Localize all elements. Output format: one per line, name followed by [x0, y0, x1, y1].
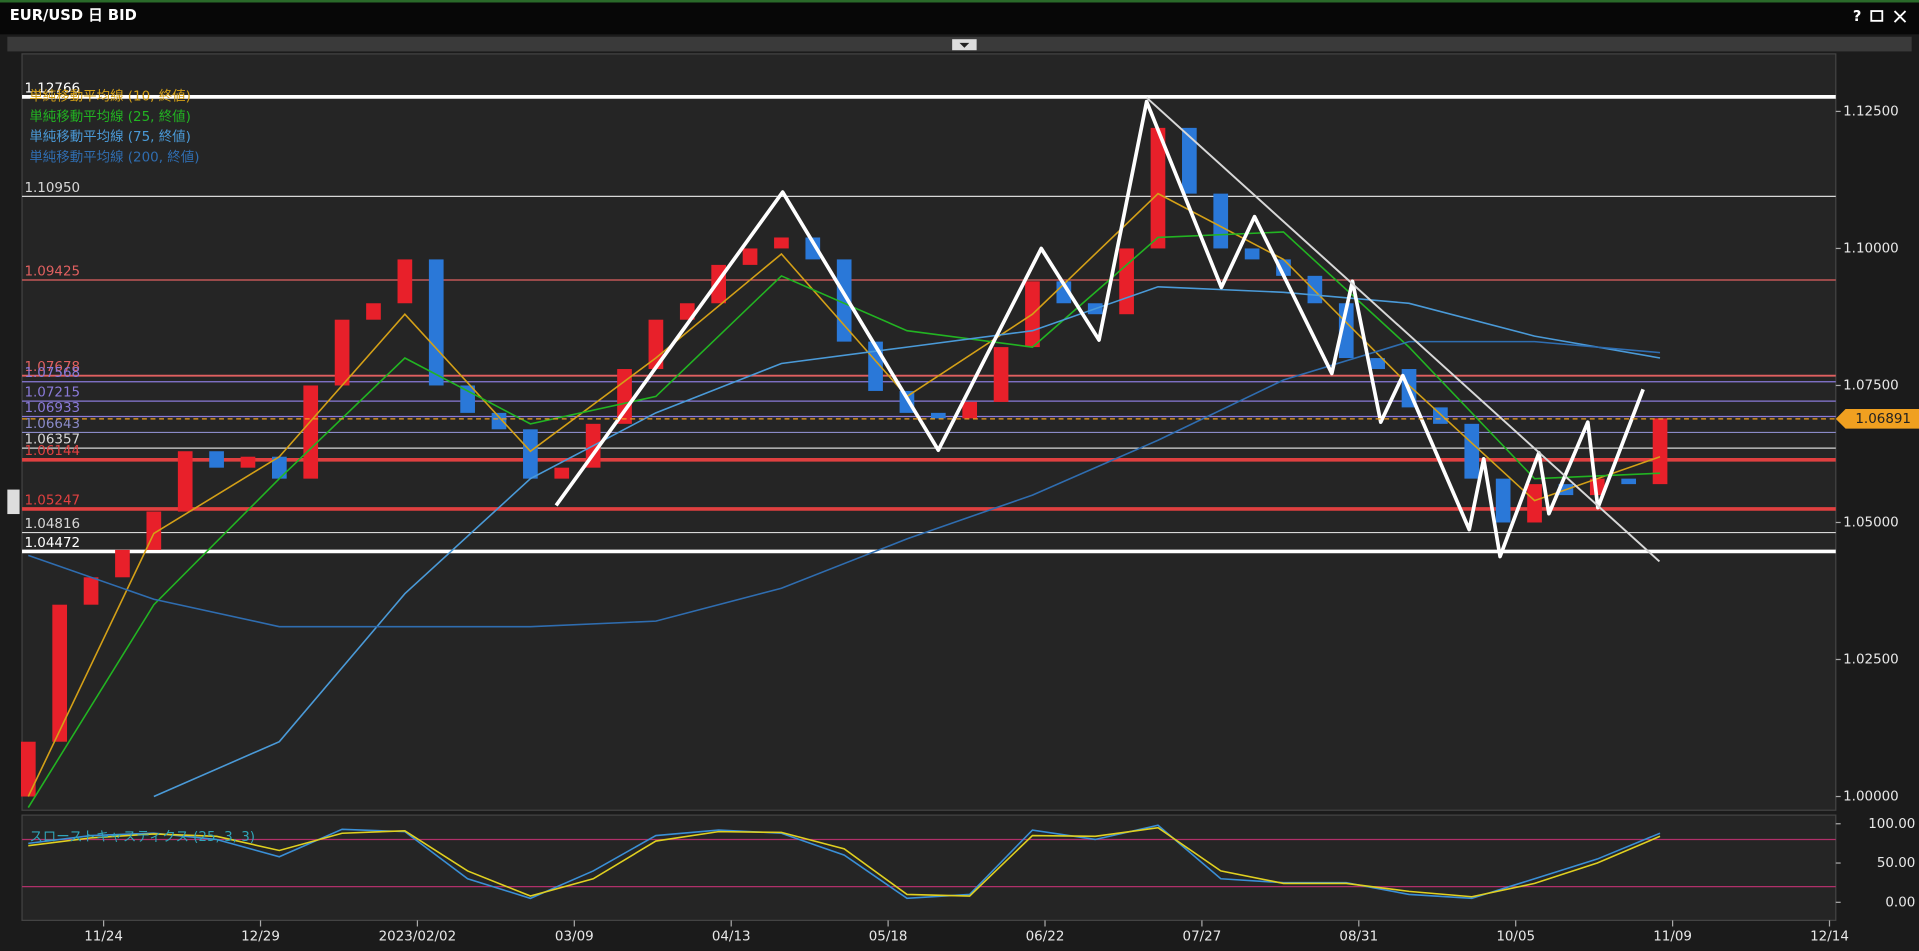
candle-body: [805, 237, 821, 260]
level-label: 1.06643: [24, 417, 80, 432]
candle-body: [1652, 418, 1668, 485]
toggle-arrow: [959, 42, 970, 48]
candle-body: [303, 385, 319, 479]
level-label: 1.04816: [24, 517, 80, 532]
candle-body: [177, 451, 193, 512]
level-label: 1.05247: [24, 493, 80, 508]
legend-entry: 単純移動平均線 (25, 終値): [29, 109, 191, 125]
plot-layer: 1.00000 1.02500 1.05000 1.07500 1.10000 1.125…: [20, 81, 1919, 944]
candle-body: [272, 456, 287, 479]
candle-body: [523, 429, 538, 479]
candle-body: [1182, 127, 1197, 194]
y-tick-label: 1.00000: [1843, 790, 1899, 805]
x-tick-label: 03/09: [555, 929, 594, 944]
candle-body: [1338, 303, 1354, 359]
close-button[interactable]: [1893, 10, 1907, 23]
level-label: 1.04472: [24, 536, 80, 551]
title-bar: [0, 0, 1919, 35]
candle-body: [366, 303, 381, 320]
x-tick-label: 12/29: [241, 929, 280, 944]
candle-body: [617, 369, 632, 424]
legend-entry: 単純移動平均線 (75, 終値): [29, 129, 191, 145]
candle-body: [115, 549, 130, 578]
legend-entry: 単純移動平均線 (200, 終値): [29, 149, 199, 165]
moving-average: [27, 192, 1661, 797]
x-tick-label: 11/09: [1653, 929, 1692, 944]
candle-body: [52, 604, 68, 742]
y-tick-label: 1.05000: [1843, 515, 1899, 530]
candle-body: [993, 347, 1009, 402]
candle-body: [774, 237, 789, 249]
y-tick-label: 0.00: [1885, 895, 1915, 910]
candle-body: [460, 385, 475, 413]
candle-body: [1213, 193, 1229, 249]
candle-body: [1464, 423, 1480, 479]
moving-average: [27, 231, 1661, 808]
maximize-button[interactable]: [1870, 10, 1884, 22]
moving-average: [28, 340, 1661, 628]
candle-body: [648, 319, 664, 370]
y-tick-label: 1.02500: [1843, 653, 1899, 668]
candle-body: [397, 259, 413, 304]
candle-body: [83, 577, 99, 605]
y-tick-label: 1.12500: [1843, 104, 1899, 119]
last-price-label: 1.06891: [1855, 412, 1911, 427]
level-label: 1.07678: [24, 360, 80, 375]
level-label: 1.06144: [24, 444, 80, 459]
drawn-line: [554, 99, 1645, 559]
candle-body: [742, 248, 758, 265]
moving-average: [153, 285, 1661, 798]
stochastic-panel: [21, 814, 1837, 921]
panel-title: スローストキャスティクス (25, 3, 3): [29, 829, 255, 845]
help-button[interactable]: ?: [1853, 8, 1862, 25]
x-tick-label: 2023/02/02: [379, 929, 457, 944]
level-label: 1.09425: [24, 264, 80, 279]
candle-body: [428, 259, 444, 386]
candle-body: [1150, 127, 1166, 249]
x-tick-label: 06/22: [1026, 929, 1065, 944]
last-price-tag: [1835, 409, 1919, 429]
x-tick-label: 04/13: [712, 929, 751, 944]
candle-body: [930, 412, 946, 419]
candle-body: [491, 412, 507, 430]
candle-body: [209, 451, 224, 468]
candle-body: [1119, 248, 1134, 315]
level-label: 1.06933: [24, 401, 80, 416]
candle-body: [240, 456, 256, 468]
oscillator-line: [28, 826, 1661, 898]
window-title: EUR/USD 日 BID: [10, 7, 137, 24]
level-label: 1.07568: [24, 366, 80, 381]
legend-entry: 単純移動平均線 (10, 終値): [29, 89, 191, 105]
y-tick-label: 100.00: [1868, 817, 1915, 832]
candle-body: [1495, 478, 1511, 523]
candle-body: [334, 319, 350, 386]
candle-body: [1621, 478, 1637, 485]
candle-body: [1307, 275, 1323, 304]
x-tick-label: 07/27: [1183, 929, 1222, 944]
level-label: 1.06357: [24, 433, 80, 448]
candle-body: [1370, 358, 1385, 370]
x-tick-label: 12/14: [1810, 929, 1849, 944]
x-tick-label: 10/05: [1496, 929, 1535, 944]
level-label: 1.12766: [24, 81, 80, 96]
candle-body: [1244, 248, 1260, 260]
x-tick-label: 08/31: [1339, 929, 1378, 944]
level-label: 1.10950: [24, 181, 80, 196]
y-tick-label: 1.07500: [1843, 378, 1899, 393]
candle-body: [679, 303, 695, 320]
x-tick-label: 05/18: [869, 929, 908, 944]
side-handle[interactable]: [7, 489, 20, 515]
candle-body: [1527, 484, 1542, 523]
level-label: 1.07215: [24, 386, 80, 401]
x-tick-label: 11/24: [84, 929, 123, 944]
y-tick-label: 50.00: [1877, 856, 1916, 871]
drawn-line: [1145, 96, 1661, 563]
y-tick-label: 1.10000: [1843, 241, 1899, 256]
oscillator-line: [28, 824, 1661, 900]
candle-body: [20, 741, 36, 797]
candle-body: [962, 401, 978, 419]
candle-body: [554, 467, 570, 479]
